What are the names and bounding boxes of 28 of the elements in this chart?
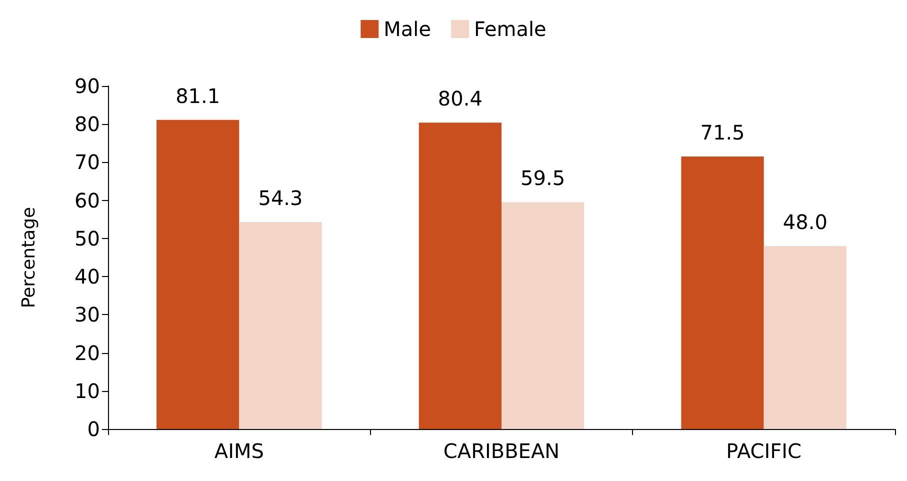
y-tick-label: 20 — [74, 340, 100, 365]
bar — [681, 156, 764, 429]
data-label: 48.0 — [782, 210, 828, 234]
data-label: 81.1 — [176, 84, 220, 108]
y-axis-title: Percentage — [18, 206, 40, 308]
x-tick-label: PACIFIC — [726, 439, 802, 463]
data-label: 71.5 — [700, 120, 745, 145]
y-tick-label: 30 — [74, 302, 100, 327]
bar — [764, 246, 846, 429]
data-label: 59.5 — [520, 166, 566, 190]
data-label: 54.3 — [258, 186, 303, 210]
y-tick-label: 0 — [87, 417, 100, 441]
y-tick-label: 60 — [74, 188, 100, 212]
y-tick-label: 90 — [74, 74, 100, 98]
legend-label: Male — [384, 17, 432, 41]
bar — [418, 122, 502, 429]
y-tick-label: 40 — [74, 264, 100, 289]
y-tick-label: 50 — [74, 226, 100, 250]
bar — [239, 222, 322, 429]
y-tick-label: 80 — [74, 112, 100, 136]
data-label: 80.4 — [438, 86, 482, 111]
bar — [502, 202, 584, 429]
bar — [156, 120, 240, 429]
y-tick-label: 70 — [74, 150, 100, 174]
x-tick-label: AIMS — [214, 439, 264, 463]
legend-label: Female — [474, 17, 546, 41]
y-tick-label: 10 — [74, 378, 100, 403]
x-tick-label: CARIBBEAN — [443, 439, 560, 463]
